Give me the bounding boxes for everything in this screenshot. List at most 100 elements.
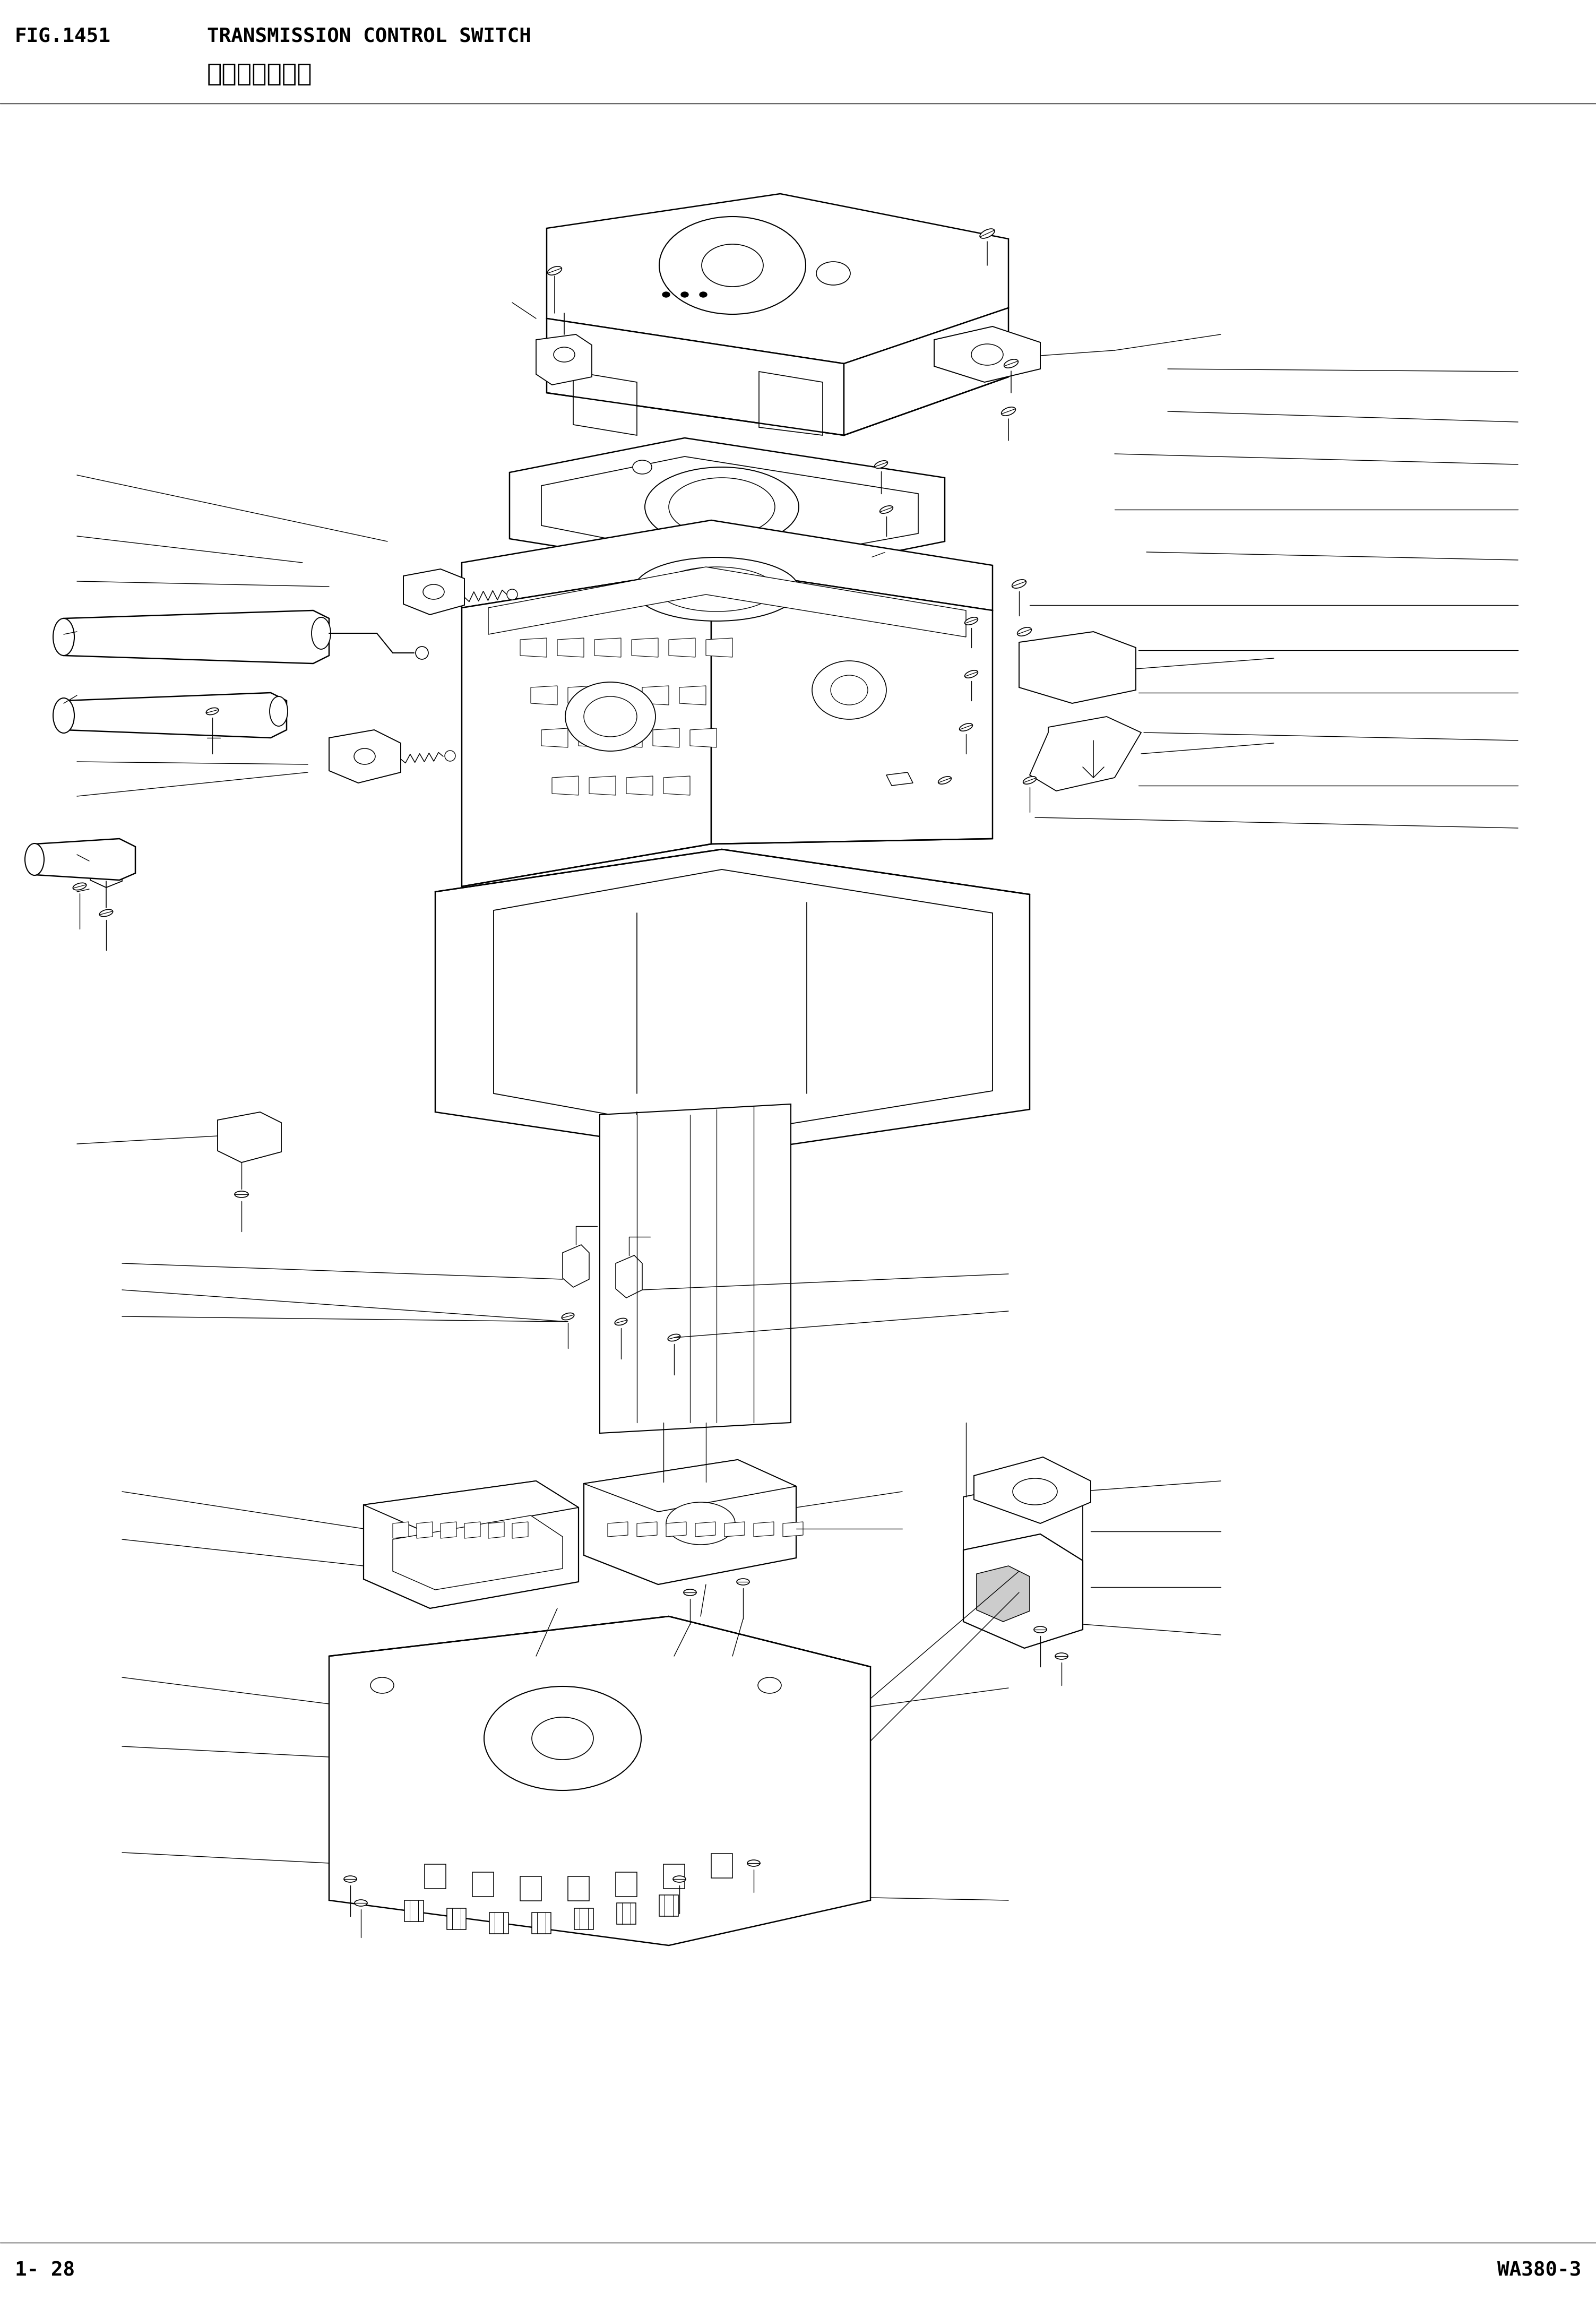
Ellipse shape <box>1004 359 1018 368</box>
Polygon shape <box>605 685 632 704</box>
Ellipse shape <box>634 557 798 621</box>
Polygon shape <box>664 1865 685 1888</box>
Polygon shape <box>712 1854 733 1879</box>
Polygon shape <box>886 773 913 787</box>
Polygon shape <box>520 637 547 658</box>
Ellipse shape <box>871 552 886 559</box>
Ellipse shape <box>99 909 113 918</box>
Polygon shape <box>461 568 712 886</box>
Polygon shape <box>512 1523 528 1539</box>
Polygon shape <box>705 637 733 658</box>
Ellipse shape <box>875 460 887 469</box>
Ellipse shape <box>531 1718 594 1760</box>
Ellipse shape <box>964 616 978 626</box>
Polygon shape <box>844 308 1009 435</box>
Ellipse shape <box>370 1677 394 1693</box>
Polygon shape <box>712 568 993 844</box>
Polygon shape <box>589 775 616 796</box>
Polygon shape <box>436 849 1029 1155</box>
Ellipse shape <box>1055 1654 1068 1658</box>
Ellipse shape <box>645 467 798 547</box>
Polygon shape <box>531 1914 551 1934</box>
Ellipse shape <box>73 883 86 890</box>
Polygon shape <box>584 1460 796 1511</box>
Polygon shape <box>404 568 464 614</box>
Ellipse shape <box>830 676 868 704</box>
Ellipse shape <box>235 1191 249 1198</box>
Polygon shape <box>616 1902 635 1925</box>
Ellipse shape <box>980 228 994 239</box>
Ellipse shape <box>683 1589 696 1596</box>
Ellipse shape <box>423 584 444 600</box>
Ellipse shape <box>1001 407 1015 416</box>
Ellipse shape <box>632 460 651 474</box>
Ellipse shape <box>270 697 287 727</box>
Ellipse shape <box>554 347 575 361</box>
Polygon shape <box>461 520 993 610</box>
Polygon shape <box>616 1872 637 1898</box>
Text: TRANSMISSION CONTROL SWITCH: TRANSMISSION CONTROL SWITCH <box>207 28 531 46</box>
Polygon shape <box>664 775 689 796</box>
Text: 1- 28: 1- 28 <box>14 2261 75 2279</box>
Polygon shape <box>964 1534 1082 1649</box>
Ellipse shape <box>1034 1626 1047 1633</box>
Ellipse shape <box>658 566 776 612</box>
Polygon shape <box>488 566 966 637</box>
Polygon shape <box>552 775 578 796</box>
Ellipse shape <box>816 262 851 285</box>
Polygon shape <box>536 334 592 384</box>
Polygon shape <box>578 729 605 748</box>
Ellipse shape <box>53 697 75 734</box>
Polygon shape <box>659 1895 678 1916</box>
Ellipse shape <box>879 506 892 513</box>
Polygon shape <box>440 1523 456 1539</box>
Polygon shape <box>393 1516 563 1589</box>
Polygon shape <box>600 1104 792 1433</box>
Polygon shape <box>447 1909 466 1930</box>
Ellipse shape <box>584 697 637 736</box>
Polygon shape <box>632 637 658 658</box>
Ellipse shape <box>206 708 219 715</box>
Ellipse shape <box>311 616 330 649</box>
Polygon shape <box>760 373 822 435</box>
Polygon shape <box>520 1877 541 1900</box>
Ellipse shape <box>343 1877 356 1881</box>
Polygon shape <box>568 685 594 704</box>
Ellipse shape <box>445 750 455 761</box>
Polygon shape <box>680 685 705 704</box>
Ellipse shape <box>699 292 707 297</box>
Polygon shape <box>35 840 136 881</box>
Polygon shape <box>626 775 653 796</box>
Polygon shape <box>563 1244 589 1288</box>
Ellipse shape <box>667 1334 680 1341</box>
Polygon shape <box>594 637 621 658</box>
Polygon shape <box>531 685 557 704</box>
Polygon shape <box>637 1523 658 1536</box>
Text: 变速箱控制开关: 变速箱控制开关 <box>207 62 313 87</box>
Ellipse shape <box>354 748 375 764</box>
Polygon shape <box>977 1566 1029 1622</box>
Ellipse shape <box>562 1313 575 1320</box>
Polygon shape <box>1020 633 1136 704</box>
Polygon shape <box>493 869 993 1134</box>
Polygon shape <box>490 1914 509 1934</box>
Polygon shape <box>616 1256 642 1297</box>
Polygon shape <box>547 317 844 435</box>
Polygon shape <box>666 1523 686 1536</box>
Ellipse shape <box>614 1318 627 1325</box>
Ellipse shape <box>747 1861 760 1865</box>
Polygon shape <box>653 729 680 748</box>
Ellipse shape <box>662 292 670 297</box>
Polygon shape <box>753 1523 774 1536</box>
Text: FIG.1451: FIG.1451 <box>14 28 112 46</box>
Polygon shape <box>934 327 1041 382</box>
Ellipse shape <box>659 216 806 315</box>
Polygon shape <box>642 685 669 704</box>
Polygon shape <box>669 637 696 658</box>
Ellipse shape <box>547 267 562 276</box>
Polygon shape <box>417 1523 433 1539</box>
Ellipse shape <box>484 1686 642 1789</box>
Ellipse shape <box>737 1578 750 1585</box>
Polygon shape <box>608 1523 627 1536</box>
Polygon shape <box>784 1523 803 1536</box>
